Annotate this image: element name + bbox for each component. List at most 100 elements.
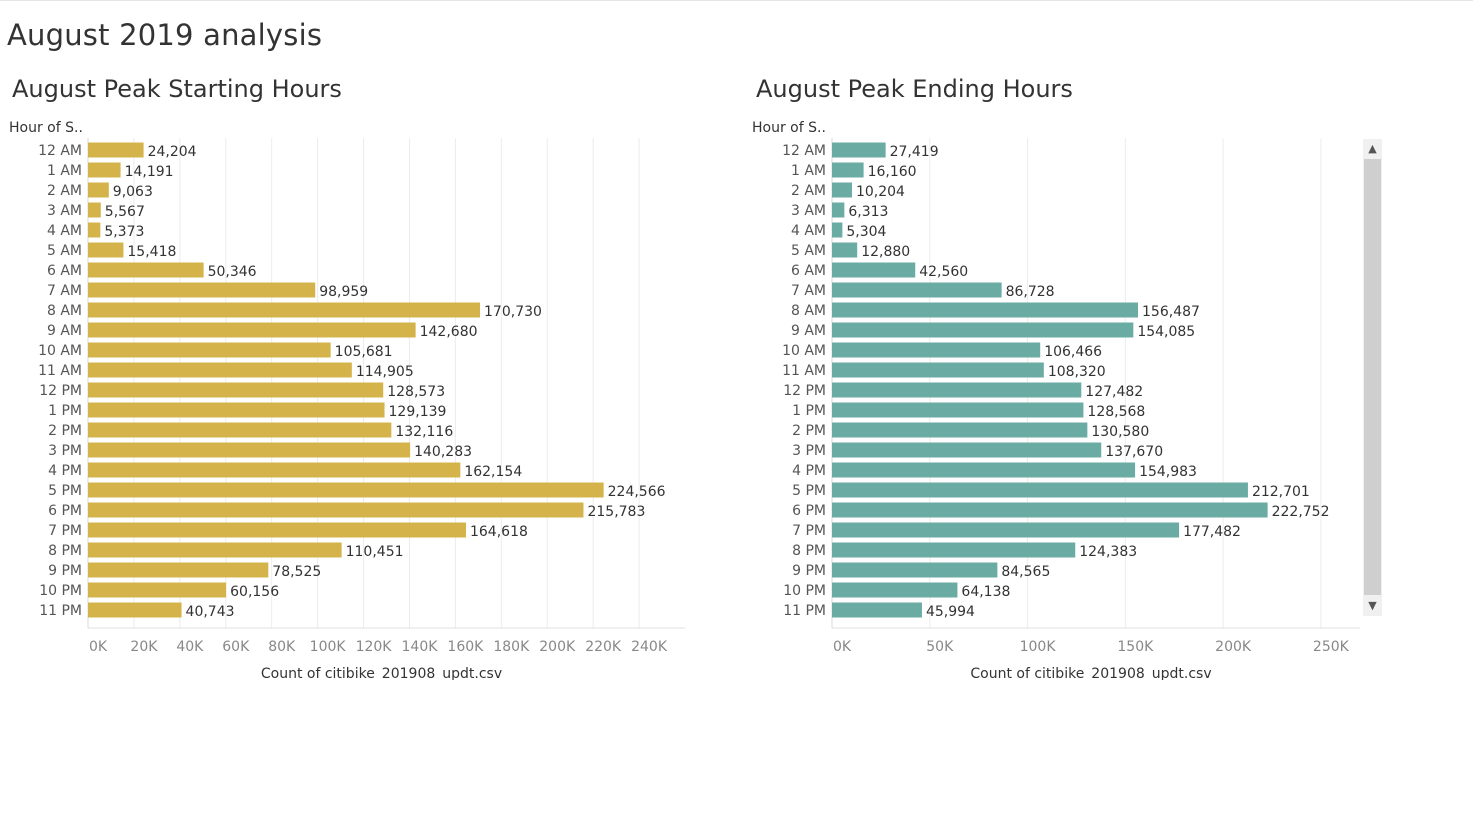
starting-hours-chart: Hour of S.. 12 AM 24,204 1 AM 14,191 2 AM 9,06… (0, 110, 700, 684)
x-tick-label: 20K (130, 639, 158, 655)
data-label: 170,730 (484, 304, 542, 320)
chevron-up-icon[interactable]: ▲ (1368, 142, 1377, 155)
ending-hours-svg: Hour of S.. 12 AM 27,419 1 AM 16,160 2 AM 10,2… (752, 120, 1360, 682)
bar[interactable] (88, 542, 342, 558)
category-label: 1 PM (48, 403, 82, 419)
bar[interactable] (832, 562, 998, 578)
bar[interactable] (832, 402, 1084, 418)
bar[interactable] (832, 302, 1139, 318)
bar[interactable] (88, 422, 392, 438)
bar[interactable] (88, 502, 584, 518)
bar[interactable] (88, 362, 352, 378)
x-tick-label: 200K (539, 639, 576, 655)
category-label: 3 AM (791, 203, 826, 219)
bar[interactable] (832, 502, 1268, 518)
category-label: 11 PM (39, 603, 82, 619)
category-label: 1 AM (791, 163, 826, 179)
bar[interactable] (88, 142, 144, 158)
category-label: 4 AM (791, 223, 826, 239)
bar[interactable] (88, 382, 384, 398)
bar[interactable] (832, 522, 1180, 538)
bar[interactable] (88, 262, 204, 278)
bar[interactable] (88, 522, 466, 538)
bar[interactable] (88, 162, 121, 178)
data-label: 110,451 (346, 544, 404, 560)
category-label: 7 PM (792, 523, 826, 539)
bar[interactable] (88, 442, 411, 458)
data-label: 6,313 (848, 204, 888, 220)
x-tick-label: 0K (89, 639, 108, 655)
bar[interactable] (832, 462, 1136, 478)
x-tick-label: 40K (176, 639, 204, 655)
category-label: 1 AM (47, 163, 82, 179)
bar[interactable] (832, 142, 886, 158)
bar[interactable] (832, 322, 1134, 338)
bar[interactable] (88, 302, 481, 318)
bar[interactable] (88, 242, 124, 258)
bar[interactable] (832, 602, 922, 618)
bar[interactable] (88, 402, 385, 418)
bar[interactable] (832, 282, 1002, 298)
bar[interactable] (832, 262, 916, 278)
scrollbar-thumb[interactable] (1364, 159, 1381, 595)
x-axis-title: Count of citibike_201908_updt.csv (970, 666, 1211, 680)
data-label: 40,743 (186, 604, 235, 620)
bar[interactable] (832, 202, 845, 218)
x-tick-label: 0K (833, 639, 852, 655)
bar[interactable] (832, 382, 1082, 398)
bar[interactable] (832, 182, 852, 198)
bar[interactable] (88, 322, 416, 338)
bar[interactable] (832, 442, 1102, 458)
category-label: 6 AM (47, 263, 82, 279)
data-label: 5,304 (846, 224, 886, 240)
bar[interactable] (88, 562, 269, 578)
bar[interactable] (88, 222, 101, 238)
data-label: 14,191 (125, 164, 174, 180)
bar[interactable] (832, 222, 843, 238)
bar[interactable] (88, 462, 461, 478)
bar[interactable] (88, 342, 331, 358)
data-label: 124,383 (1079, 544, 1137, 560)
bar[interactable] (88, 582, 227, 598)
data-label: 78,525 (272, 564, 321, 580)
category-label: 6 AM (791, 263, 826, 279)
data-label: 154,085 (1137, 324, 1195, 340)
chevron-down-icon[interactable]: ▼ (1368, 599, 1377, 612)
row-header: Hour of S.. (752, 120, 826, 136)
data-label: 86,728 (1006, 284, 1055, 300)
data-label: 15,418 (127, 244, 176, 260)
data-label: 105,681 (335, 344, 393, 360)
bar[interactable] (88, 602, 182, 618)
data-label: 12,880 (861, 244, 910, 260)
bar[interactable] (832, 162, 864, 178)
bar[interactable] (88, 482, 604, 498)
data-label: 154,983 (1139, 464, 1197, 480)
category-label: 10 PM (39, 583, 82, 599)
category-label: 8 AM (791, 303, 826, 319)
category-label: 2 PM (792, 423, 826, 439)
bar[interactable] (832, 542, 1076, 558)
bar[interactable] (832, 582, 958, 598)
bar[interactable] (832, 422, 1088, 438)
bar[interactable] (88, 202, 101, 218)
bar[interactable] (832, 482, 1248, 498)
data-label: 84,565 (1001, 564, 1050, 580)
category-label: 9 AM (47, 323, 82, 339)
category-label: 7 AM (791, 283, 826, 299)
category-label: 12 AM (38, 143, 82, 159)
vertical-scrollbar[interactable]: ▲ ▼ (1363, 139, 1382, 616)
data-label: 128,568 (1087, 404, 1145, 420)
bar[interactable] (832, 362, 1044, 378)
bar[interactable] (88, 182, 109, 198)
x-tick-label: 140K (402, 639, 439, 655)
data-label: 16,160 (868, 164, 917, 180)
bar[interactable] (88, 282, 316, 298)
bar[interactable] (832, 242, 858, 258)
category-label: 5 PM (792, 483, 826, 499)
data-label: 142,680 (420, 324, 478, 340)
x-tick-label: 80K (268, 639, 296, 655)
bar[interactable] (832, 342, 1041, 358)
starting-hours-svg: Hour of S.. 12 AM 24,204 1 AM 14,191 2 AM 9,06… (9, 120, 685, 682)
x-tick-label: 240K (631, 639, 668, 655)
data-label: 5,373 (104, 224, 144, 240)
